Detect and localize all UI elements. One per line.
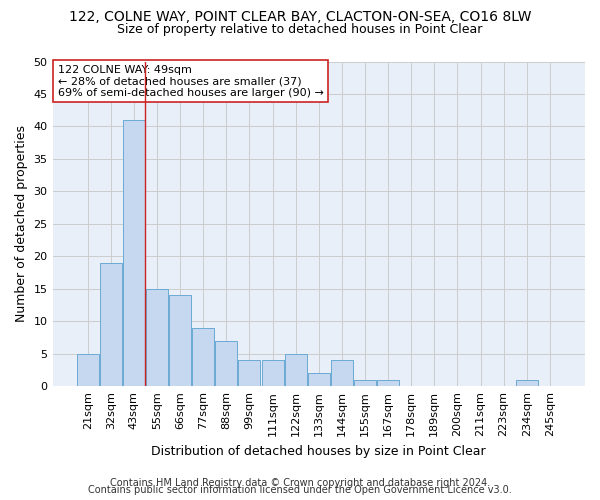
Bar xyxy=(308,374,330,386)
Bar xyxy=(192,328,214,386)
Bar xyxy=(377,380,399,386)
Bar xyxy=(146,289,168,386)
Bar xyxy=(100,263,122,386)
Text: Size of property relative to detached houses in Point Clear: Size of property relative to detached ho… xyxy=(118,22,482,36)
Bar xyxy=(516,380,538,386)
Text: 122 COLNE WAY: 49sqm
← 28% of detached houses are smaller (37)
69% of semi-detac: 122 COLNE WAY: 49sqm ← 28% of detached h… xyxy=(58,64,324,98)
Bar xyxy=(331,360,353,386)
Bar xyxy=(238,360,260,386)
Bar xyxy=(123,120,145,386)
Bar xyxy=(169,296,191,386)
Bar xyxy=(284,354,307,386)
X-axis label: Distribution of detached houses by size in Point Clear: Distribution of detached houses by size … xyxy=(151,444,486,458)
Text: Contains HM Land Registry data © Crown copyright and database right 2024.: Contains HM Land Registry data © Crown c… xyxy=(110,478,490,488)
Text: 122, COLNE WAY, POINT CLEAR BAY, CLACTON-ON-SEA, CO16 8LW: 122, COLNE WAY, POINT CLEAR BAY, CLACTON… xyxy=(69,10,531,24)
Bar xyxy=(262,360,284,386)
Bar xyxy=(77,354,98,386)
Bar xyxy=(215,341,238,386)
Text: Contains public sector information licensed under the Open Government Licence v3: Contains public sector information licen… xyxy=(88,485,512,495)
Bar xyxy=(354,380,376,386)
Y-axis label: Number of detached properties: Number of detached properties xyxy=(15,126,28,322)
